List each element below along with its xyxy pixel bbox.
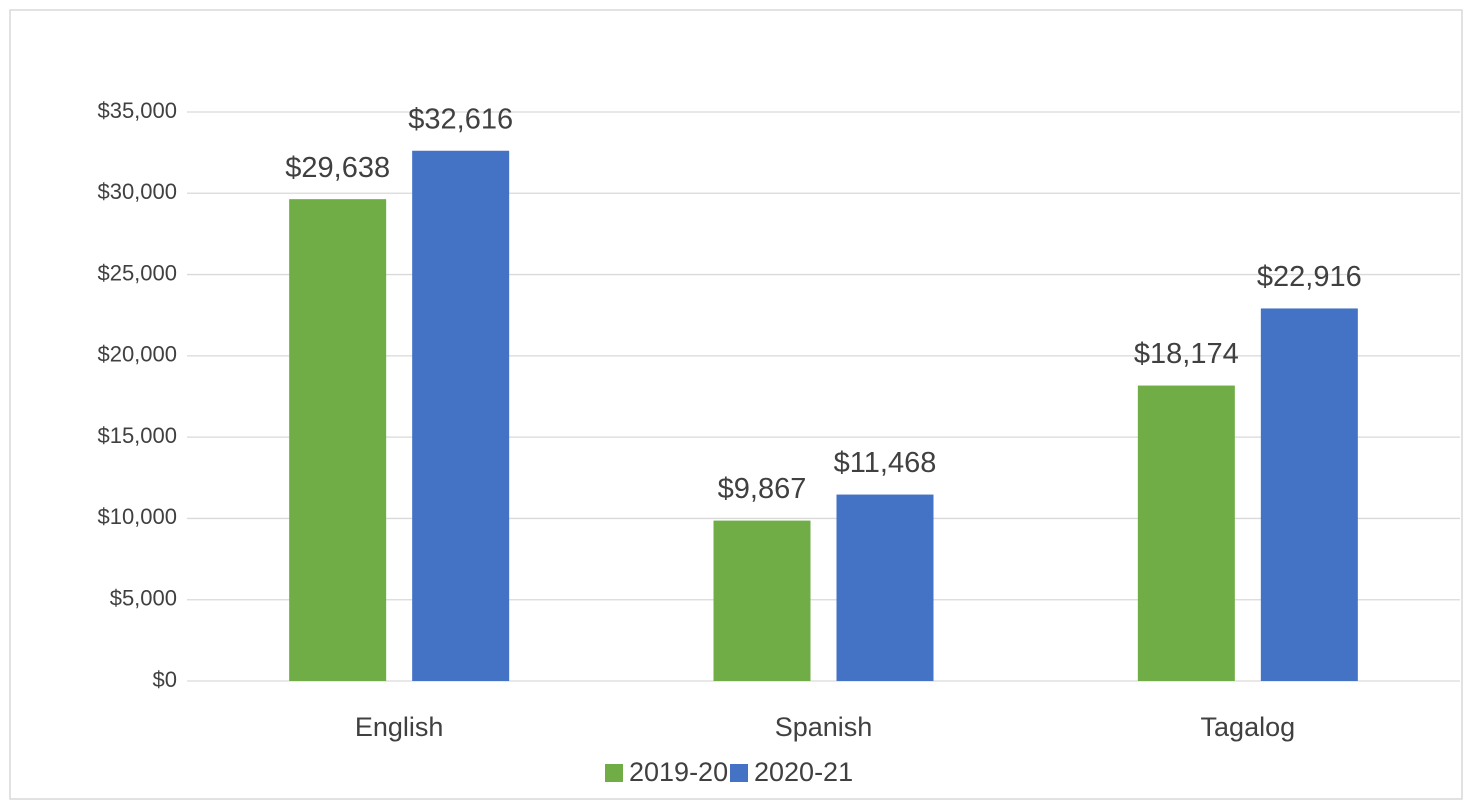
y-tick-label: $35,000 <box>97 98 177 123</box>
bar <box>713 520 811 681</box>
bar <box>412 150 510 682</box>
y-tick-label: $10,000 <box>97 504 177 529</box>
legend-label: 2019-20 <box>629 757 728 787</box>
bar <box>1137 385 1235 681</box>
data-label: $9,867 <box>718 473 807 505</box>
y-tick-label: $5,000 <box>110 586 177 611</box>
y-tick-label: $30,000 <box>97 179 177 204</box>
y-tick-label: $25,000 <box>97 260 177 285</box>
legend-swatch <box>605 764 623 782</box>
data-label: $11,468 <box>834 447 937 479</box>
x-tick-label: Spanish <box>775 712 873 742</box>
legend-label: 2020-21 <box>754 757 853 787</box>
x-tick-label: English <box>355 712 444 742</box>
bar <box>1260 308 1358 681</box>
bar <box>836 494 934 681</box>
data-label: $29,638 <box>285 152 390 184</box>
data-label: $22,916 <box>1257 261 1362 293</box>
legend-swatch <box>730 764 748 782</box>
data-label: $18,174 <box>1134 338 1239 370</box>
y-tick-label: $20,000 <box>97 342 177 367</box>
x-tick-label: Tagalog <box>1201 712 1296 742</box>
bar <box>289 199 387 681</box>
data-label: $32,616 <box>408 103 513 135</box>
y-tick-label: $15,000 <box>97 423 177 448</box>
y-tick-label: $0 <box>153 667 177 692</box>
